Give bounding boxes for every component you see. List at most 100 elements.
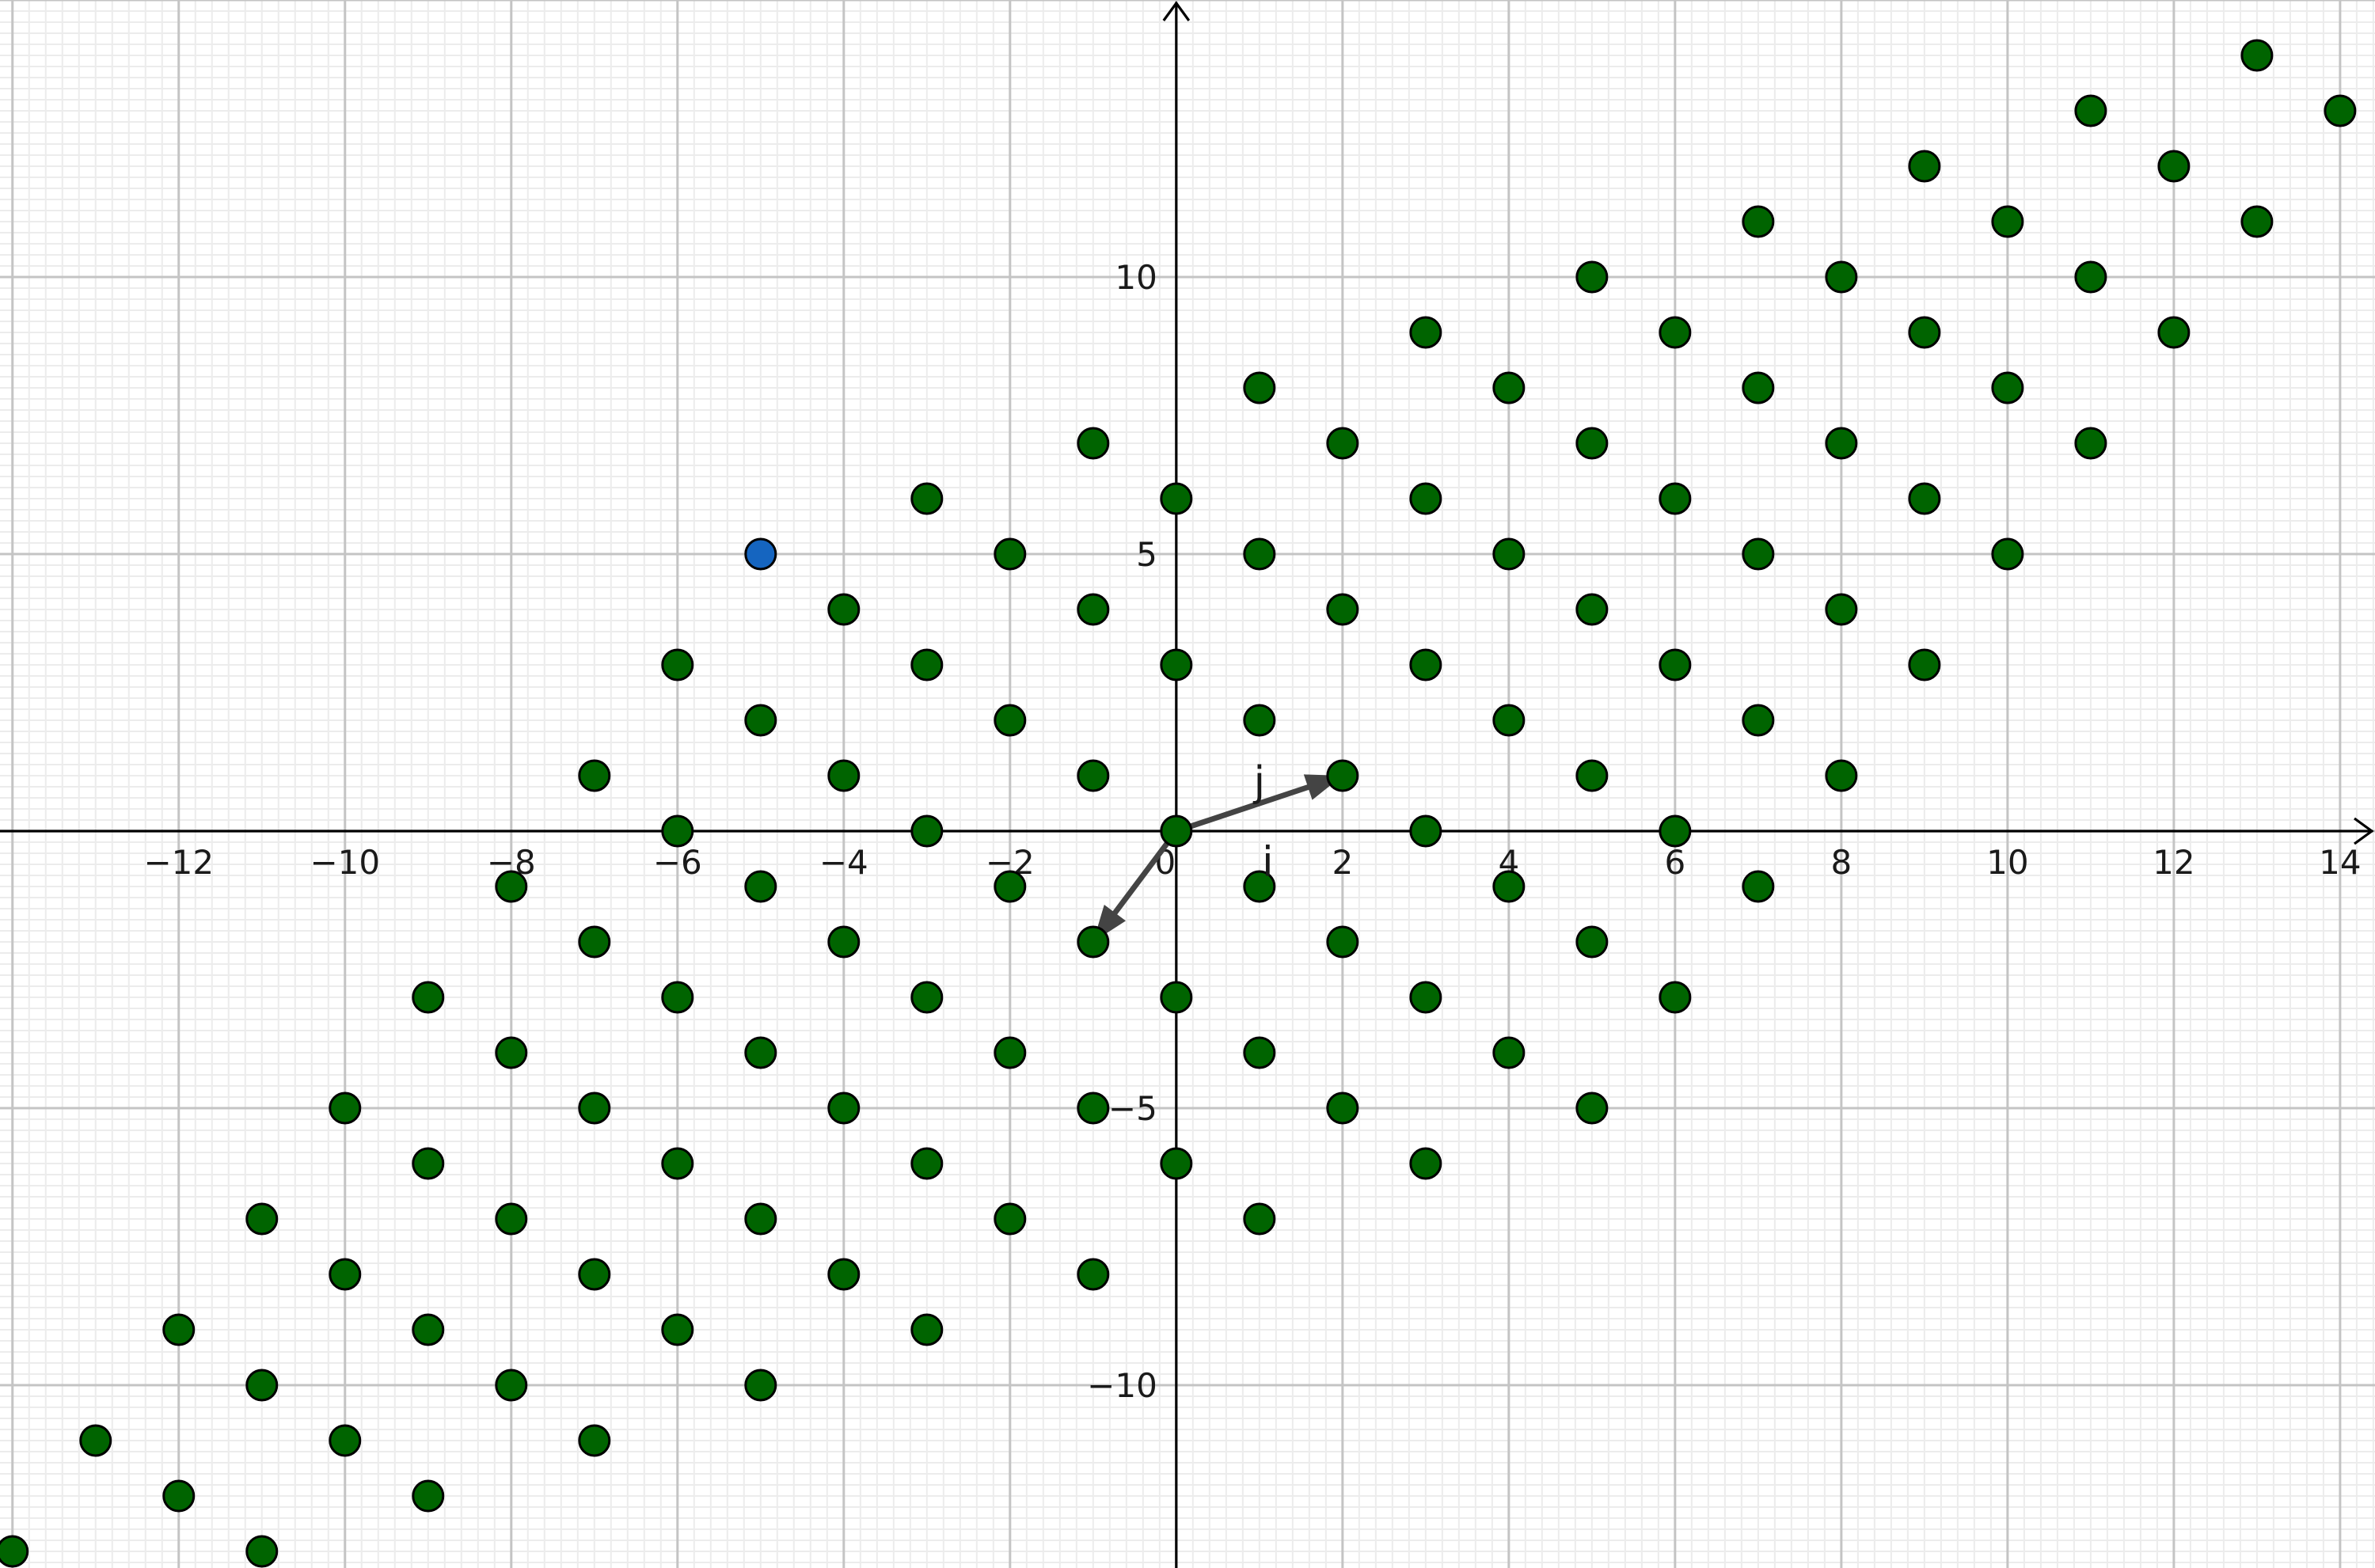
data-point bbox=[1160, 482, 1193, 515]
data-point bbox=[744, 870, 777, 903]
data-point bbox=[910, 814, 944, 848]
vectors bbox=[1092, 774, 1343, 942]
data-point bbox=[1243, 870, 1276, 903]
data-point bbox=[1825, 593, 1858, 626]
data-point bbox=[0, 1535, 29, 1568]
data-point bbox=[1326, 759, 1359, 792]
data-points bbox=[0, 39, 2357, 1568]
data-point bbox=[412, 1147, 445, 1180]
data-point bbox=[1243, 704, 1276, 737]
data-point bbox=[412, 1479, 445, 1513]
data-point bbox=[329, 1424, 362, 1457]
data-point bbox=[412, 1313, 445, 1346]
data-point bbox=[827, 1092, 861, 1125]
data-point bbox=[1659, 814, 1692, 848]
data-point bbox=[910, 981, 944, 1014]
data-point bbox=[1077, 925, 1110, 959]
data-point bbox=[1991, 537, 2024, 571]
data-point bbox=[1409, 1147, 1442, 1180]
data-point bbox=[495, 1369, 528, 1402]
data-point bbox=[1077, 1258, 1110, 1291]
vector-label-j: j bbox=[1253, 758, 1265, 806]
data-point bbox=[329, 1092, 362, 1125]
data-point bbox=[1825, 759, 1858, 792]
data-point bbox=[827, 593, 861, 626]
data-point bbox=[2074, 427, 2107, 460]
data-point bbox=[1492, 704, 1526, 737]
y-axis-arrow-icon bbox=[1162, 1, 1191, 21]
data-point bbox=[1243, 1202, 1276, 1236]
data-point bbox=[744, 1369, 777, 1402]
data-point bbox=[910, 482, 944, 515]
data-point bbox=[827, 759, 861, 792]
data-point bbox=[495, 1202, 528, 1236]
data-point bbox=[910, 648, 944, 681]
data-point bbox=[994, 870, 1027, 903]
y-tick-label: −10 bbox=[1087, 1366, 1157, 1405]
vector-label-i: i bbox=[1262, 839, 1273, 887]
data-point bbox=[1575, 925, 1609, 959]
data-point bbox=[1575, 759, 1609, 792]
data-point bbox=[2074, 260, 2107, 294]
data-point bbox=[578, 759, 611, 792]
data-point bbox=[245, 1369, 279, 1402]
data-point bbox=[910, 1147, 944, 1180]
x-tick-label: 10 bbox=[1986, 843, 2028, 882]
data-point bbox=[827, 925, 861, 959]
vector-j-shaft bbox=[1173, 784, 1311, 834]
data-point bbox=[1575, 1092, 1609, 1125]
data-point bbox=[578, 1092, 611, 1125]
x-tick-label: 6 bbox=[1664, 843, 1685, 882]
data-point bbox=[1077, 759, 1110, 792]
data-point bbox=[910, 1313, 944, 1346]
data-point bbox=[1409, 648, 1442, 681]
data-point bbox=[329, 1258, 362, 1291]
x-tick-label: −10 bbox=[310, 843, 380, 882]
data-point bbox=[661, 648, 694, 681]
data-point bbox=[495, 870, 528, 903]
data-point bbox=[412, 981, 445, 1014]
data-point bbox=[1659, 648, 1692, 681]
data-point bbox=[1908, 150, 1941, 183]
data-point bbox=[994, 704, 1027, 737]
data-point bbox=[1742, 537, 1775, 571]
y-tick-label: 5 bbox=[1136, 535, 1157, 574]
data-point bbox=[2324, 94, 2357, 127]
data-point bbox=[2157, 316, 2191, 349]
data-point bbox=[1326, 427, 1359, 460]
data-point bbox=[744, 1202, 777, 1236]
data-point bbox=[1575, 427, 1609, 460]
data-point bbox=[1825, 260, 1858, 294]
data-point bbox=[1326, 925, 1359, 959]
data-point bbox=[1326, 593, 1359, 626]
data-point bbox=[994, 1202, 1027, 1236]
data-point bbox=[79, 1424, 112, 1457]
data-point bbox=[1160, 814, 1193, 848]
data-point bbox=[1160, 1147, 1193, 1180]
data-point bbox=[162, 1479, 196, 1513]
data-point bbox=[744, 1036, 777, 1069]
data-point bbox=[994, 1036, 1027, 1069]
data-point bbox=[1908, 482, 1941, 515]
data-point bbox=[495, 1036, 528, 1069]
data-point bbox=[2240, 39, 2274, 72]
data-point bbox=[1575, 593, 1609, 626]
x-tick-label: 8 bbox=[1830, 843, 1852, 882]
data-point bbox=[578, 925, 611, 959]
y-tick-label: 10 bbox=[1115, 258, 1157, 297]
data-point bbox=[1908, 316, 1941, 349]
data-point bbox=[1742, 704, 1775, 737]
data-point bbox=[1492, 371, 1526, 404]
data-point bbox=[1492, 870, 1526, 903]
data-point bbox=[1825, 427, 1858, 460]
data-point bbox=[1659, 482, 1692, 515]
data-point bbox=[1326, 1092, 1359, 1125]
data-point bbox=[1077, 593, 1110, 626]
data-point bbox=[1077, 427, 1110, 460]
data-point bbox=[1160, 981, 1193, 1014]
x-tick-label: 2 bbox=[1332, 843, 1353, 882]
data-point bbox=[1659, 981, 1692, 1014]
data-point bbox=[1160, 648, 1193, 681]
